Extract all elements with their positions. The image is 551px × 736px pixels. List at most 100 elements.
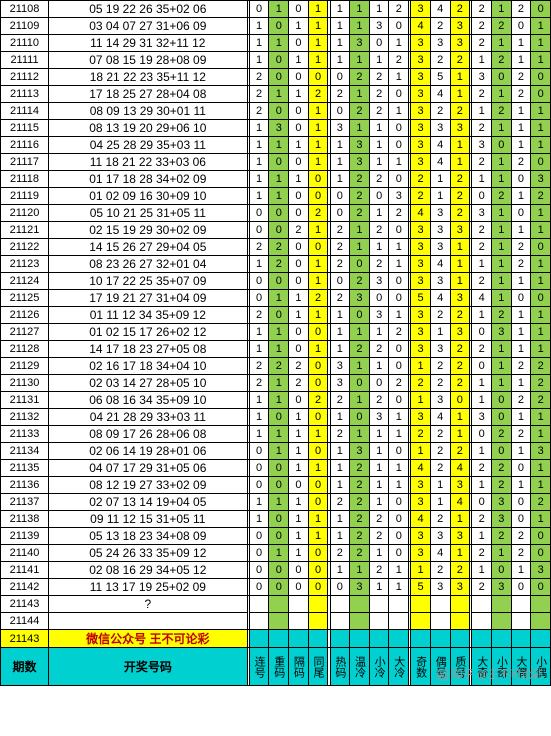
stat-cell: 0 (249, 545, 269, 562)
stat-cell: 3 (492, 324, 512, 341)
stat-cell: 1 (450, 511, 470, 528)
stat-cell: 2 (472, 18, 492, 35)
stat-cell: 0 (531, 86, 551, 103)
stat-cell: 0 (389, 171, 409, 188)
stat-cell: 1 (308, 256, 328, 273)
period-cell: 21135 (1, 460, 49, 477)
stat-cell: 0 (531, 239, 551, 256)
stat-cell: 1 (249, 392, 269, 409)
stat-cell: 0 (269, 222, 289, 239)
period-cell: 21122 (1, 239, 49, 256)
stat-cell (411, 596, 431, 613)
stat-cell (472, 630, 492, 648)
stat-cell: 0 (511, 579, 531, 596)
stat-cell: 0 (369, 35, 389, 52)
stat-cell (330, 613, 350, 630)
stat-cell: 2 (350, 477, 370, 494)
period-cell: 21121 (1, 222, 49, 239)
stat-cell: 1 (531, 222, 551, 239)
stat-cell: 5 (411, 579, 431, 596)
stat-cell: 2 (511, 256, 531, 273)
stat-cell: 1 (511, 307, 531, 324)
stat-cell: 0 (249, 443, 269, 460)
stat-cell: 3 (430, 273, 450, 290)
stat-cell: 2 (450, 562, 470, 579)
stat-cell: 2 (511, 69, 531, 86)
stat-cell: 1 (308, 1, 328, 18)
stat-cell: 4 (430, 545, 450, 562)
stat-cell: 1 (492, 205, 512, 222)
stat-cell: 1 (369, 426, 389, 443)
stat-cell: 0 (308, 545, 328, 562)
stat-cell: 0 (389, 511, 409, 528)
numbers-cell: 01 11 12 34 35+09 12 (49, 307, 248, 324)
stat-cell: 0 (289, 35, 309, 52)
numbers-cell: 09 11 12 15 31+05 11 (49, 511, 248, 528)
stat-cell: 3 (411, 86, 431, 103)
stat-cell: 1 (269, 392, 289, 409)
stat-cell: 2 (450, 52, 470, 69)
stat-cell: 0 (289, 341, 309, 358)
stat-cell: 1 (492, 375, 512, 392)
stat-cell: 3 (450, 222, 470, 239)
stat-cell: 0 (269, 307, 289, 324)
stat-cell: 3 (430, 35, 450, 52)
stat-cell: 3 (450, 324, 470, 341)
stat-cell: 1 (249, 511, 269, 528)
stat-cell (269, 630, 289, 648)
stat-cell: 3 (350, 154, 370, 171)
stat-cell: 2 (389, 52, 409, 69)
numbers-cell: 07 08 15 19 28+08 09 (49, 52, 248, 69)
stat-cell: 1 (289, 460, 309, 477)
period-cell: 21143 (1, 630, 49, 648)
stat-cell: 2 (430, 511, 450, 528)
stat-cell: 2 (511, 358, 531, 375)
stat-cell: 2 (330, 222, 350, 239)
stat-cell (450, 596, 470, 613)
stat-cell: 1 (308, 511, 328, 528)
stat-cell: 0 (389, 528, 409, 545)
stat-cell: 1 (492, 290, 512, 307)
stat-cell: 1 (511, 188, 531, 205)
stat-cell: 3 (411, 52, 431, 69)
stat-cell (492, 596, 512, 613)
stat-cell: 0 (269, 154, 289, 171)
numbers-cell: 17 18 25 27 28+04 08 (49, 86, 248, 103)
stat-cell: 1 (472, 103, 492, 120)
stat-cell: 2 (492, 460, 512, 477)
stat-cell: 0 (472, 358, 492, 375)
stat-cell: 1 (269, 290, 289, 307)
stat-cell: 0 (511, 290, 531, 307)
stat-cell: 1 (369, 494, 389, 511)
stat-cell: 0 (269, 103, 289, 120)
stat-cell: 0 (330, 579, 350, 596)
numbers-cell: 14 15 26 27 29+04 05 (49, 239, 248, 256)
stat-cell: 3 (411, 307, 431, 324)
stat-cell: 1 (492, 239, 512, 256)
stat-cell (330, 596, 350, 613)
stat-cell: 2 (249, 375, 269, 392)
stat-cell: 0 (289, 562, 309, 579)
stat-cell: 1 (269, 324, 289, 341)
stat-cell: 1 (531, 409, 551, 426)
stat-cell: 1 (330, 171, 350, 188)
stat-cell: 2 (472, 86, 492, 103)
stat-cell: 3 (369, 18, 389, 35)
stat-cell: 1 (531, 18, 551, 35)
header-col: 温冷 (350, 648, 370, 686)
stat-cell (511, 596, 531, 613)
numbers-cell: 01 02 15 17 26+02 12 (49, 324, 248, 341)
stat-cell: 1 (531, 324, 551, 341)
stat-cell (308, 630, 328, 648)
stat-cell: 3 (411, 409, 431, 426)
stat-cell: 3 (330, 375, 350, 392)
stat-cell: 0 (289, 69, 309, 86)
stat-cell: 1 (511, 222, 531, 239)
stat-cell: 3 (430, 341, 450, 358)
numbers-cell: 18 21 22 23 35+11 12 (49, 69, 248, 86)
stat-cell: 3 (430, 392, 450, 409)
stat-cell (289, 596, 309, 613)
stat-cell: 1 (350, 1, 370, 18)
stat-cell: 3 (411, 494, 431, 511)
stat-cell: 1 (350, 426, 370, 443)
